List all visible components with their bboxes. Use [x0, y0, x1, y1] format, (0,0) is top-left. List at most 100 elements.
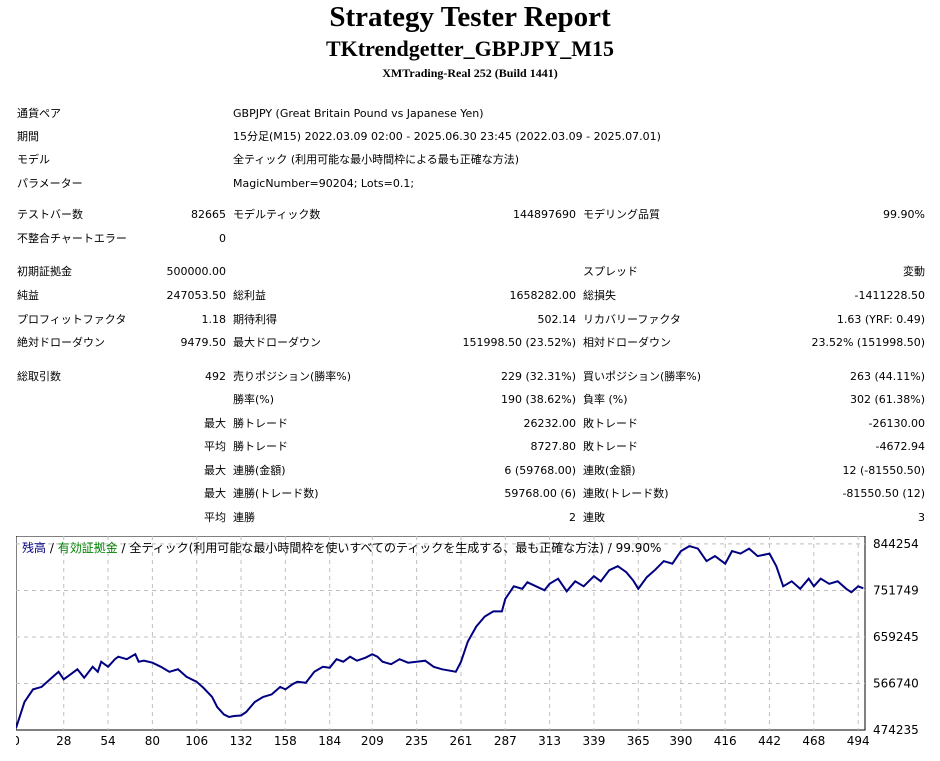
x-tick-label: 390 — [669, 734, 692, 748]
profit-factor-label: プロフィットファクタ — [17, 313, 127, 326]
gross-profit-value: 1658282.00 — [509, 289, 576, 302]
balance-chart: 残高 / 有効証拠金 / 全ティック(利用可能な最小時間枠を使いすべてのティック… — [16, 536, 919, 748]
avg-loss-label: 敗トレード — [583, 440, 638, 453]
max-consec-wins-value: 6 (59768.00) — [504, 464, 576, 477]
x-ticks: 0 28 54 80 106 132 158 184 209 235 261 287 313 339 365… — [16, 734, 870, 748]
total-trades-label: 総取引数 — [17, 370, 61, 383]
avg-word: 平均 — [204, 440, 226, 453]
x-tick-label: 0 — [16, 734, 20, 748]
avg-word: 平均 — [204, 511, 226, 524]
model-value: 全ティック (利用可能な最小時間枠による最も正確な方法) — [233, 153, 520, 166]
max-consec-profit-label: 連勝(トレード数) — [233, 487, 319, 500]
max-consec-lossamt-label: 連敗(トレード数) — [583, 487, 669, 500]
x-tick-label: 209 — [361, 734, 384, 748]
balance-series-line — [16, 545, 864, 729]
x-tick-label: 442 — [758, 734, 781, 748]
x-tick-label: 494 — [847, 734, 870, 748]
quality-label: モデリング品質 — [583, 208, 660, 221]
gross-loss-value: -1411228.50 — [854, 289, 925, 302]
y-ticks: 844254 751749 659245 566740 474235 — [873, 537, 919, 737]
avg-win-label: 勝トレード — [233, 440, 288, 453]
x-tick-label: 235 — [405, 734, 428, 748]
x-tick-label: 28 — [56, 734, 71, 748]
ticks-value: 144897690 — [513, 208, 576, 221]
win-rate-value: 190 (38.62%) — [500, 393, 576, 406]
gross-loss-label: 総損失 — [583, 289, 616, 302]
server-info: XMTrading-Real 252 (Build 1441) — [382, 66, 558, 80]
x-tick-label: 261 — [450, 734, 473, 748]
model-label: モデル — [17, 153, 50, 166]
max-consec-wins-label: 連勝(金額) — [233, 464, 286, 477]
long-positions-value: 263 (44.11%) — [849, 370, 925, 383]
gross-profit-label: 総利益 — [233, 289, 266, 302]
bars-value: 82665 — [191, 208, 226, 221]
pair-label: 通貨ペア — [17, 107, 61, 120]
x-tick-label: 184 — [318, 734, 341, 748]
recovery-factor-label: リカバリーファクタ — [583, 313, 681, 326]
max-drawdown-value: 151998.50 (23.52%) — [462, 336, 576, 349]
legend: 残高 / 有効証拠金 / 全ティック(利用可能な最小時間枠を使いすべてのティック… — [22, 540, 661, 555]
x-tick-label: 132 — [230, 734, 253, 748]
params-label: パラメーター — [17, 177, 83, 190]
expert-name: TKtrendgetter_GBPJPY_M15 — [326, 36, 614, 61]
y-tick-label: 566740 — [873, 676, 919, 690]
spread-label: スプレッド — [583, 265, 638, 278]
largest-win-value: 26232.00 — [523, 417, 577, 430]
report-title: Strategy Tester Report — [329, 1, 611, 33]
avg-consec-wins-value: 2 — [569, 511, 576, 524]
loss-rate-value: 302 (61.38%) — [849, 393, 925, 406]
profit-factor-value: 1.18 — [201, 313, 227, 326]
max-word: 最大 — [204, 417, 226, 430]
legend-balance: 残高 — [22, 540, 46, 555]
grid — [16, 536, 865, 730]
deposit-label: 初期証拠金 — [17, 265, 72, 278]
y-tick-label: 844254 — [873, 537, 919, 551]
expected-payoff-value: 502.14 — [537, 313, 577, 326]
max-consec-losses-value: 12 (-81550.50) — [842, 464, 925, 477]
x-tick-label: 158 — [274, 734, 297, 748]
legend-description: 全ティック(利用可能な最小時間枠を使いすべてのティックを生成する、最も正確な方法… — [129, 540, 661, 555]
x-tick-label: 365 — [627, 734, 650, 748]
pair-value: GBPJPY (Great Britain Pound vs Japanese … — [233, 107, 484, 120]
net-profit-label: 純益 — [17, 289, 39, 302]
x-tick-label: 80 — [145, 734, 160, 748]
spread-value: 変動 — [903, 265, 925, 278]
max-word: 最大 — [204, 464, 226, 477]
x-tick-label: 416 — [714, 734, 737, 748]
recovery-factor-value: 1.63 (YRF: 0.49) — [836, 313, 925, 326]
avg-consec-losses-value: 3 — [918, 511, 925, 524]
avg-consec-wins-label: 連勝 — [233, 511, 255, 524]
max-drawdown-label: 最大ドローダウン — [233, 336, 321, 349]
max-consec-lossamt-value: -81550.50 (12) — [842, 487, 925, 500]
y-tick-label: 751749 — [873, 583, 919, 597]
expected-payoff-label: 期待利得 — [233, 313, 277, 326]
total-trades-value: 492 — [205, 370, 226, 383]
errors-value: 0 — [219, 232, 226, 245]
win-rate-label: 勝率(%) — [233, 393, 275, 406]
period-label: 期間 — [17, 130, 39, 143]
max-consec-profit-value: 59768.00 (6) — [504, 487, 576, 500]
abs-drawdown-label: 絶対ドローダウン — [17, 336, 105, 349]
long-positions-label: 買いポジション(勝率%) — [583, 370, 702, 383]
max-word: 最大 — [204, 487, 226, 500]
legend-equity: 有効証拠金 — [58, 540, 118, 555]
period-value: 15分足(M15) 2022.03.09 02:00 - 2025.06.30 … — [233, 130, 661, 143]
bars-label: テストバー数 — [17, 208, 83, 221]
y-tick-label: 474235 — [873, 723, 919, 737]
short-positions-label: 売りポジション(勝率%) — [233, 370, 352, 383]
abs-drawdown-value: 9479.50 — [180, 336, 227, 349]
errors-label: 不整合チャートエラー — [17, 232, 127, 245]
rel-drawdown-value: 23.52% (151998.50) — [811, 336, 925, 349]
x-tick-label: 313 — [538, 734, 561, 748]
net-profit-value: 247053.50 — [166, 289, 227, 302]
largest-loss-label: 敗トレード — [583, 417, 638, 430]
quality-value: 99.90% — [883, 208, 925, 221]
deposit-value: 500000.00 — [166, 265, 227, 278]
params-value: MagicNumber=90204; Lots=0.1; — [233, 177, 415, 190]
y-tick-label: 659245 — [873, 630, 919, 644]
x-tick-label: 54 — [100, 734, 115, 748]
rel-drawdown-label: 相対ドローダウン — [583, 336, 671, 349]
largest-win-label: 勝トレード — [233, 417, 288, 430]
legend-separator: / — [118, 541, 130, 555]
x-tick-label: 287 — [494, 734, 517, 748]
